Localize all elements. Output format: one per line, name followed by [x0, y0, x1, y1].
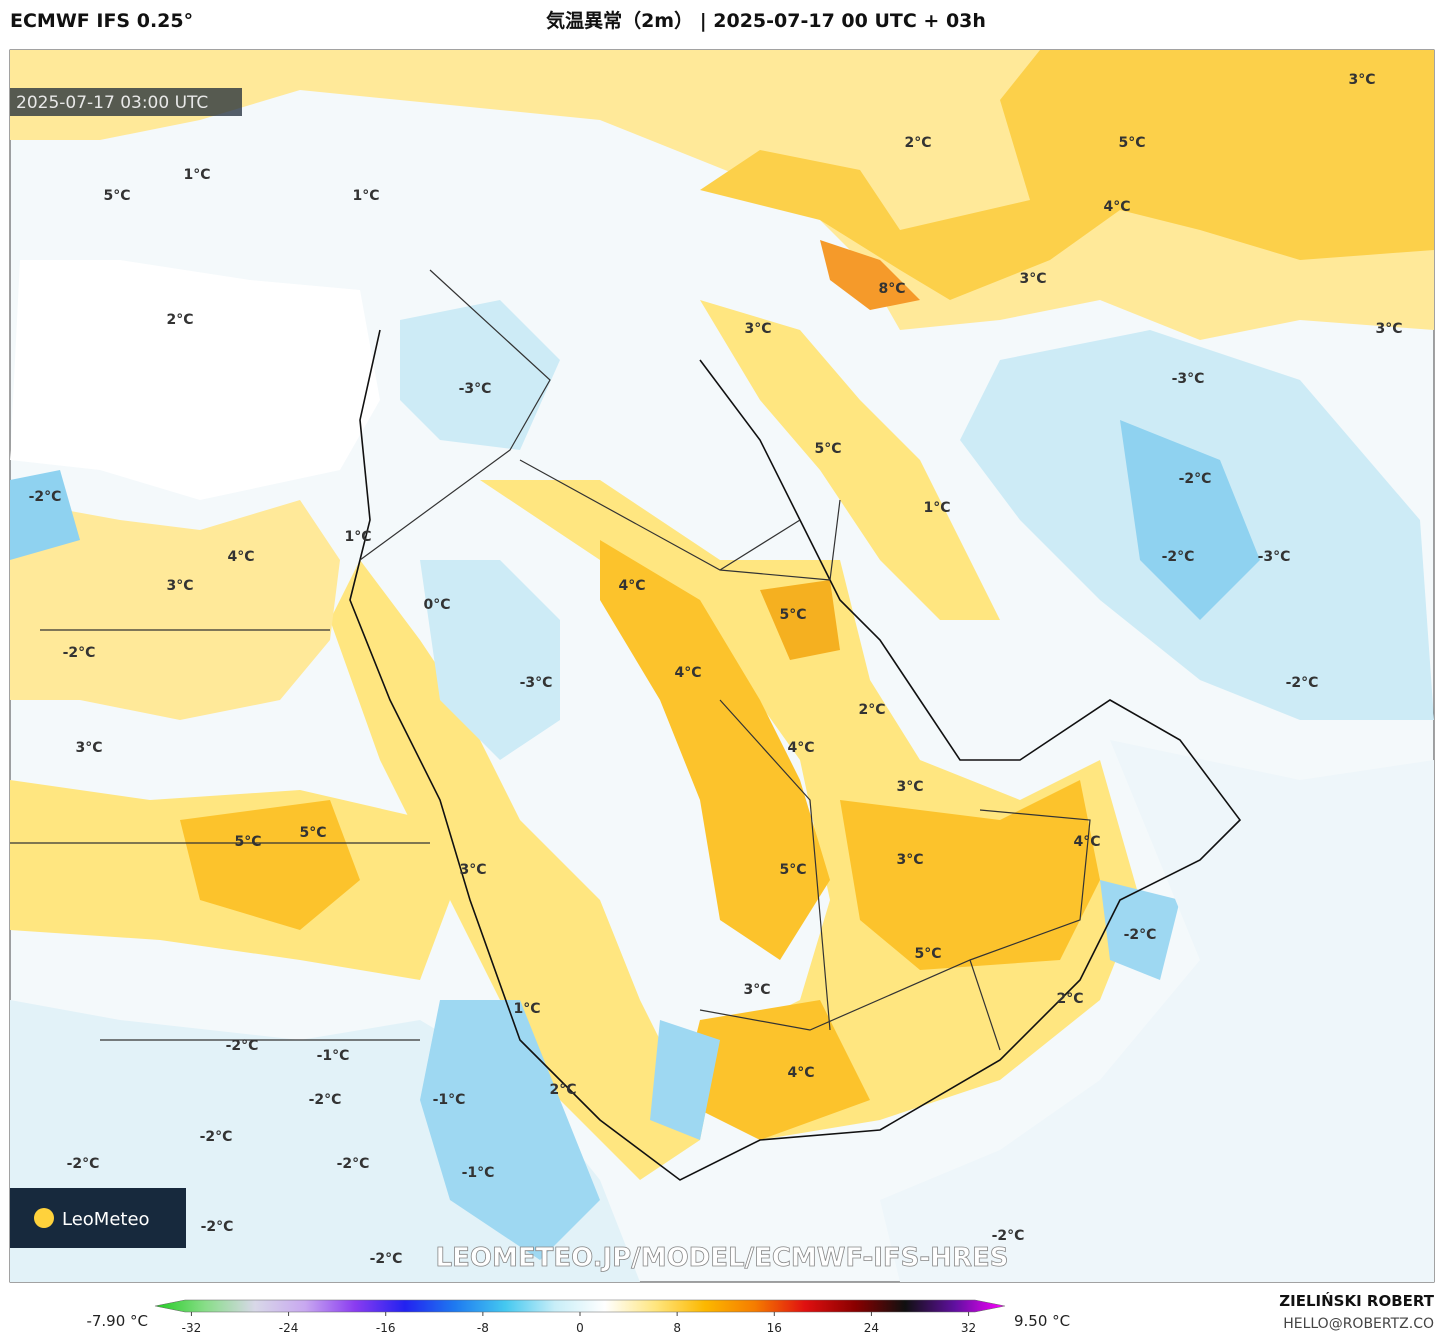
contour-label: -3°C	[1172, 371, 1205, 387]
contour-label: 1°C	[513, 1001, 540, 1017]
contour-label: 2°C	[858, 702, 885, 718]
contour-label: 4°C	[618, 578, 645, 594]
contour-label: 2°C	[549, 1082, 576, 1098]
contour-label: 4°C	[787, 1065, 814, 1081]
contour-label: 3°C	[896, 852, 923, 868]
timestamp-box	[10, 88, 242, 116]
contour-label: 8°C	[878, 281, 905, 297]
contour-label: 5°C	[814, 441, 841, 457]
contour-label: -2°C	[370, 1251, 403, 1267]
contour-label: 5°C	[914, 946, 941, 962]
contour-label: 3°C	[1375, 321, 1402, 337]
contour-label: 2°C	[166, 312, 193, 328]
contour-label: 3°C	[166, 578, 193, 594]
contour-label: 5°C	[234, 834, 261, 850]
colorbar-tick-label: 24	[864, 1321, 879, 1335]
contour-label: -3°C	[1258, 549, 1291, 565]
contour-label: 3°C	[459, 862, 486, 878]
contour-label: 1°C	[923, 500, 950, 516]
colorbar-tick-label: 32	[961, 1321, 976, 1335]
contour-label: -2°C	[67, 1156, 100, 1172]
colorbar-tick-label: 0	[576, 1321, 584, 1335]
contour-label: -2°C	[1162, 549, 1195, 565]
map-title: 気温異常（2m） | 2025-07-17 00 UTC + 03h	[546, 9, 986, 32]
contour-label: -3°C	[459, 381, 492, 397]
contour-label: 5°C	[299, 825, 326, 841]
contour-label: 2°C	[1056, 991, 1083, 1007]
contour-label: -2°C	[992, 1228, 1025, 1244]
contour-label: 4°C	[674, 665, 701, 681]
contour-label: 2°C	[904, 135, 931, 151]
contour-label: 1°C	[352, 188, 379, 204]
contour-label: 3°C	[743, 982, 770, 998]
colorbar-tick-label: 16	[767, 1321, 782, 1335]
colorbar-tick-label: 8	[673, 1321, 681, 1335]
valid-time: 2025-07-17 03:00 UTC	[16, 93, 208, 113]
contour-label: -2°C	[337, 1156, 370, 1172]
contour-label: 5°C	[103, 188, 130, 204]
contour-label: 3°C	[75, 740, 102, 756]
contour-label: 1°C	[344, 529, 371, 545]
contour-label: -2°C	[63, 645, 96, 661]
contour-label: -2°C	[1286, 675, 1319, 691]
contour-label: 3°C	[896, 779, 923, 795]
contour-label: -3°C	[520, 675, 553, 691]
colorbar-tick-label: -24	[279, 1321, 299, 1335]
contour-label: 4°C	[1103, 199, 1130, 215]
contour-label: -2°C	[201, 1219, 234, 1235]
contour-label: -2°C	[1179, 471, 1212, 487]
max-label: 9.50 °C	[1014, 1312, 1070, 1330]
contour-label: -1°C	[462, 1165, 495, 1181]
logo-sun	[34, 1208, 54, 1228]
contour-label: 3°C	[1019, 271, 1046, 287]
contour-label: 5°C	[779, 607, 806, 623]
map-area	[9, 49, 1435, 1283]
colorbar-tick-label: -32	[182, 1321, 202, 1335]
author: ZIELIŃSKI ROBERT	[1279, 1291, 1434, 1310]
contour-label: -2°C	[29, 489, 62, 505]
contour-label: 0°C	[423, 597, 450, 613]
contour-label: -1°C	[433, 1092, 466, 1108]
colorbar-tick-label: -8	[477, 1321, 489, 1335]
contour-label: 4°C	[787, 740, 814, 756]
contour-label: -2°C	[309, 1092, 342, 1108]
contour-label: 3°C	[744, 321, 771, 337]
contour-label: 5°C	[1118, 135, 1145, 151]
contour-label: 4°C	[1073, 834, 1100, 850]
contour-label: 3°C	[1348, 72, 1375, 88]
contour-label: -2°C	[1124, 927, 1157, 943]
colorbar: -32 -24 -16 -8 0 8 16 24 32	[154, 1299, 1006, 1335]
contour-label: -1°C	[317, 1048, 350, 1064]
url-watermark: LEOMETEO.JP/MODEL/ECMWF-IFS-HRES	[436, 1243, 1009, 1273]
min-label: -7.90 °C	[86, 1312, 148, 1330]
email: HELLO@ROBERTZ.CO	[1283, 1316, 1434, 1332]
model-name: ECMWF IFS 0.25°	[10, 10, 193, 32]
contour-label: -2°C	[226, 1038, 259, 1054]
colorbar-tick-label: -16	[376, 1321, 396, 1335]
contour-labels: 1°C 5°C 1°C 2°C 2°C 5°C 3°C 4°C 8°C 3°C 3°C 3°C -3°C…	[29, 72, 1403, 1267]
contour-label: -2°C	[200, 1129, 233, 1145]
contour-label: 4°C	[227, 549, 254, 565]
logo-text: LeoMeteo	[62, 1209, 150, 1230]
contour-label: 5°C	[779, 862, 806, 878]
colorbar-body	[154, 1299, 1006, 1313]
contour-label: 1°C	[183, 167, 210, 183]
